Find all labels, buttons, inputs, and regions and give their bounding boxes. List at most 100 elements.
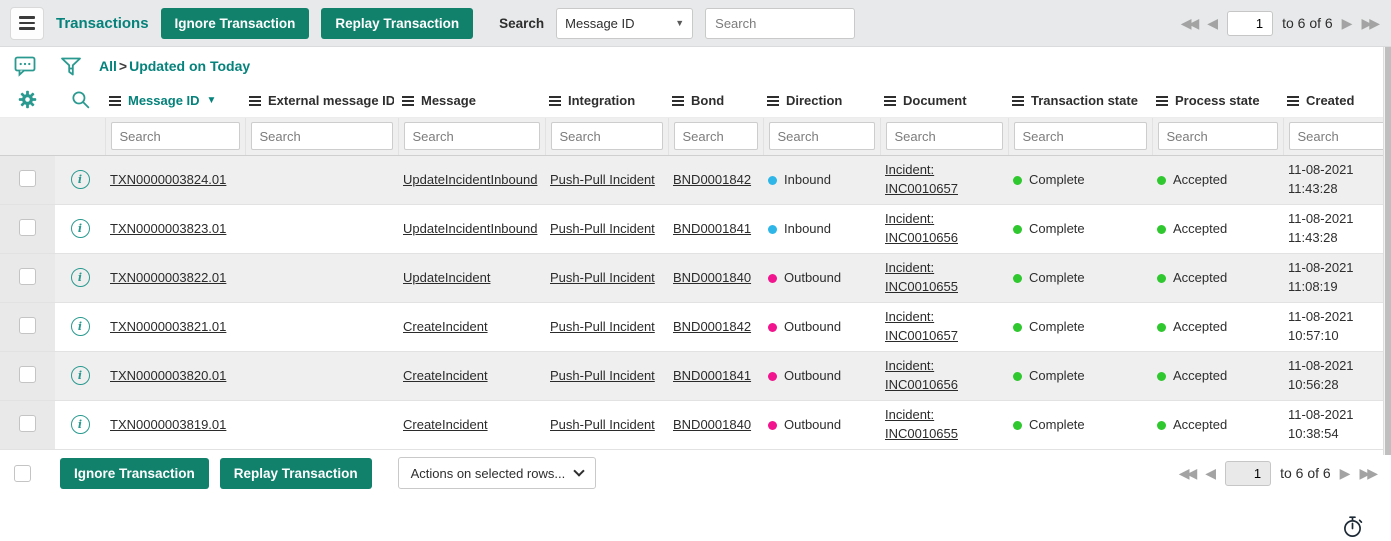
- row-checkbox[interactable]: [19, 415, 36, 432]
- row-checkbox[interactable]: [19, 219, 36, 236]
- column-context-menu-icon[interactable]: [549, 96, 561, 98]
- next-page-icon[interactable]: ▶: [1342, 16, 1353, 30]
- scrollbar-thumb[interactable]: [1385, 47, 1391, 455]
- column-context-menu-icon[interactable]: [1012, 96, 1024, 98]
- chat-icon[interactable]: [0, 54, 49, 78]
- integration-link[interactable]: Push-Pull Incident: [550, 417, 655, 432]
- info-icon[interactable]: i: [71, 366, 90, 385]
- breadcrumb-all-link[interactable]: All: [99, 58, 117, 74]
- message-link[interactable]: CreateIncident: [403, 319, 488, 334]
- bond-link[interactable]: BND0001841: [673, 368, 751, 383]
- previous-page-icon[interactable]: ◀: [1205, 466, 1216, 480]
- select-all-checkbox[interactable]: [14, 465, 31, 482]
- page-number-input[interactable]: [1225, 461, 1271, 486]
- previous-page-icon[interactable]: ◀: [1207, 16, 1218, 30]
- integration-link[interactable]: Push-Pull Incident: [550, 319, 655, 334]
- bond-link[interactable]: BND0001840: [673, 270, 751, 285]
- column-context-menu-icon[interactable]: [672, 96, 684, 98]
- info-icon[interactable]: i: [71, 415, 90, 434]
- document-link[interactable]: Incident:INC0010655: [885, 406, 1003, 444]
- column-context-menu-icon[interactable]: [1287, 96, 1299, 98]
- page-number-input[interactable]: [1227, 11, 1273, 36]
- replay-transaction-button[interactable]: Replay Transaction: [321, 8, 473, 39]
- ignore-transaction-button[interactable]: Ignore Transaction: [161, 8, 310, 39]
- document-link[interactable]: Incident:INC0010657: [885, 161, 1003, 199]
- column-header[interactable]: Message ID ▼: [105, 85, 245, 117]
- next-page-icon[interactable]: ▶: [1340, 466, 1351, 480]
- column-filter-input[interactable]: [769, 122, 875, 150]
- last-page-icon[interactable]: ▶▶: [1359, 466, 1375, 480]
- column-filter-input[interactable]: [1158, 122, 1278, 150]
- column-context-menu-icon[interactable]: [884, 96, 896, 98]
- row-checkbox[interactable]: [19, 317, 36, 334]
- column-filter-input[interactable]: [251, 122, 393, 150]
- column-header[interactable]: Integration ▼: [545, 85, 668, 117]
- column-filter-input[interactable]: [404, 122, 540, 150]
- bond-link[interactable]: BND0001841: [673, 221, 751, 236]
- column-filter-input[interactable]: [1289, 122, 1384, 150]
- info-icon[interactable]: i: [71, 317, 90, 336]
- message-link[interactable]: UpdateIncidentInbound: [403, 172, 537, 187]
- search-input[interactable]: [705, 8, 855, 39]
- page-title[interactable]: Transactions: [56, 15, 149, 32]
- first-page-icon[interactable]: ◀◀: [1181, 16, 1197, 30]
- column-header[interactable]: Direction ▼: [763, 85, 880, 117]
- info-icon[interactable]: i: [71, 268, 90, 287]
- breadcrumb-filter-link[interactable]: Updated on Today: [129, 58, 250, 74]
- row-checkbox[interactable]: [19, 268, 36, 285]
- column-header[interactable]: Message ▼: [398, 85, 545, 117]
- filter-icon[interactable]: [49, 54, 92, 78]
- bond-link[interactable]: BND0001840: [673, 417, 751, 432]
- column-context-menu-icon[interactable]: [109, 96, 121, 98]
- row-checkbox[interactable]: [19, 366, 36, 383]
- integration-link[interactable]: Push-Pull Incident: [550, 172, 655, 187]
- column-context-menu-icon[interactable]: [402, 96, 414, 98]
- integration-link[interactable]: Push-Pull Incident: [550, 368, 655, 383]
- message-id-link[interactable]: TXN0000003824.01: [110, 172, 226, 187]
- integration-link[interactable]: Push-Pull Incident: [550, 270, 655, 285]
- message-link[interactable]: CreateIncident: [403, 417, 488, 432]
- bond-link[interactable]: BND0001842: [673, 172, 751, 187]
- document-link[interactable]: Incident:INC0010655: [885, 259, 1003, 297]
- column-context-menu-icon[interactable]: [249, 96, 261, 98]
- first-page-icon[interactable]: ◀◀: [1179, 466, 1195, 480]
- message-id-link[interactable]: TXN0000003820.01: [110, 368, 226, 383]
- column-context-menu-icon[interactable]: [767, 96, 779, 98]
- message-link[interactable]: CreateIncident: [403, 368, 488, 383]
- message-link[interactable]: UpdateIncidentInbound: [403, 221, 537, 236]
- message-id-link[interactable]: TXN0000003821.01: [110, 319, 226, 334]
- message-id-link[interactable]: TXN0000003823.01: [110, 221, 226, 236]
- gear-icon[interactable]: [17, 89, 38, 113]
- footer-replay-transaction-button[interactable]: Replay Transaction: [220, 458, 372, 489]
- info-icon[interactable]: i: [71, 219, 90, 238]
- document-link[interactable]: Incident:INC0010657: [885, 308, 1003, 346]
- column-filter-input[interactable]: [1014, 122, 1147, 150]
- response-time-stopwatch-icon[interactable]: [1341, 514, 1365, 541]
- column-filter-input[interactable]: [674, 122, 758, 150]
- column-header[interactable]: Document ▼: [880, 85, 1008, 117]
- info-icon[interactable]: i: [71, 170, 90, 189]
- column-header[interactable]: External message ID ▼: [245, 85, 398, 117]
- column-filter-input[interactable]: [886, 122, 1003, 150]
- message-id-link[interactable]: TXN0000003819.01: [110, 417, 226, 432]
- message-id-link[interactable]: TXN0000003822.01: [110, 270, 226, 285]
- last-page-icon[interactable]: ▶▶: [1361, 16, 1377, 30]
- message-link[interactable]: UpdateIncident: [403, 270, 490, 285]
- search-icon[interactable]: [70, 89, 91, 113]
- column-filter-input[interactable]: [551, 122, 663, 150]
- column-filter-input[interactable]: [111, 122, 240, 150]
- column-header[interactable]: Bond ▼: [668, 85, 763, 117]
- column-header[interactable]: Created ▼: [1283, 85, 1383, 117]
- list-menu-button[interactable]: [10, 7, 44, 40]
- search-field-select[interactable]: Message ID ▼: [556, 8, 693, 39]
- column-context-menu-icon[interactable]: [1156, 96, 1168, 98]
- column-header[interactable]: Transaction state ▼: [1008, 85, 1152, 117]
- document-link[interactable]: Incident:INC0010656: [885, 210, 1003, 248]
- footer-ignore-transaction-button[interactable]: Ignore Transaction: [60, 458, 209, 489]
- actions-select[interactable]: Actions on selected rows...: [398, 457, 596, 489]
- integration-link[interactable]: Push-Pull Incident: [550, 221, 655, 236]
- document-link[interactable]: Incident:INC0010656: [885, 357, 1003, 395]
- row-checkbox[interactable]: [19, 170, 36, 187]
- bond-link[interactable]: BND0001842: [673, 319, 751, 334]
- column-header[interactable]: Process state ▼: [1152, 85, 1283, 117]
